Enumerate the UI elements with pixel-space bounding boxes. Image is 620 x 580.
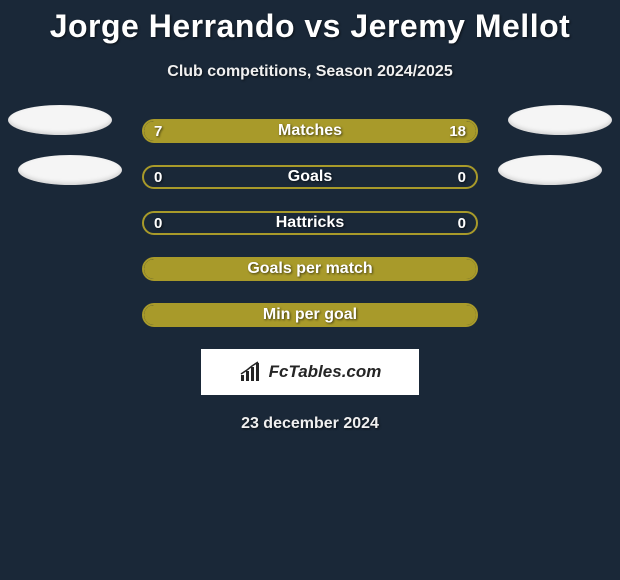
logo-chart-icon <box>239 361 265 383</box>
date-line: 23 december 2024 <box>0 415 620 433</box>
logo-box[interactable]: FcTables.com <box>201 349 419 395</box>
stat-bar-goals: 0Goals0 <box>142 165 478 189</box>
page-container: Jorge Herrando vs Jeremy Mellot Club com… <box>0 0 620 433</box>
stat-label: Goals per match <box>144 260 476 278</box>
stat-right-value: 0 <box>458 169 466 186</box>
logo-text: FcTables.com <box>269 362 382 382</box>
stat-bar-min-per-goal: Min per goal <box>142 303 478 327</box>
stat-right-value: 18 <box>449 123 466 140</box>
stat-bar-goals-per-match: Goals per match <box>142 257 478 281</box>
stat-label: Goals <box>144 168 476 186</box>
player-right-avatar-2 <box>498 155 602 185</box>
stat-label: Min per goal <box>144 306 476 324</box>
stat-bars-host: 7Matches180Goals00Hattricks0Goals per ma… <box>0 119 620 327</box>
stat-label: Hattricks <box>144 214 476 232</box>
player-right-avatar-1 <box>508 105 612 135</box>
player-left-avatar-1 <box>8 105 112 135</box>
stat-label: Matches <box>144 122 476 140</box>
stat-bar-matches: 7Matches18 <box>142 119 478 143</box>
page-title: Jorge Herrando vs Jeremy Mellot <box>0 8 620 45</box>
stat-bar-hattricks: 0Hattricks0 <box>142 211 478 235</box>
player-left-avatar-2 <box>18 155 122 185</box>
stat-right-value: 0 <box>458 215 466 232</box>
page-subtitle: Club competitions, Season 2024/2025 <box>0 63 620 81</box>
stats-zone: 7Matches180Goals00Hattricks0Goals per ma… <box>0 119 620 327</box>
